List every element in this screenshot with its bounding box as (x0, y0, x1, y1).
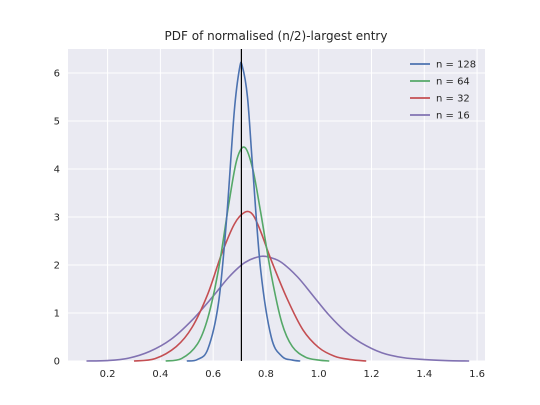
chart-title: PDF of normalised (n/2)-largest entry (165, 29, 388, 43)
y-tick-label: 5 (54, 117, 60, 128)
y-tick-label: 2 (54, 261, 60, 272)
grid (68, 49, 485, 362)
legend-label: n = 16 (436, 111, 470, 122)
x-tick-labels: 0.2 0.4 0.6 0.8 1.0 1.2 1.4 1.6 (100, 369, 485, 380)
plot-area (68, 49, 485, 361)
legend-label: n = 32 (436, 94, 470, 105)
y-tick-labels: 0 1 2 3 4 5 6 (54, 69, 60, 368)
x-tick-label: 0.2 (100, 369, 116, 380)
x-tick-label: 1.6 (469, 369, 485, 380)
x-tick-label: 0.4 (152, 369, 168, 380)
y-tick-label: 4 (54, 165, 60, 176)
x-tick-label: 1.4 (416, 369, 432, 380)
y-tick-label: 0 (54, 357, 60, 368)
series-line (86, 255, 470, 362)
x-tick-label: 0.8 (258, 369, 274, 380)
legend: n = 128 n = 64 n = 32 n = 16 (410, 60, 476, 122)
legend-label: n = 128 (436, 60, 476, 71)
x-tick-label: 0.6 (205, 369, 221, 380)
legend-label: n = 64 (436, 77, 470, 88)
series-line (133, 210, 367, 362)
y-tick-label: 6 (54, 69, 60, 80)
x-tick-label: 1.2 (364, 369, 380, 380)
x-tick-label: 1.0 (311, 369, 327, 380)
series-group (86, 61, 470, 362)
y-tick-label: 3 (54, 213, 60, 224)
series-line (165, 146, 330, 362)
series-line (186, 61, 301, 362)
y-tick-label: 1 (54, 309, 60, 320)
